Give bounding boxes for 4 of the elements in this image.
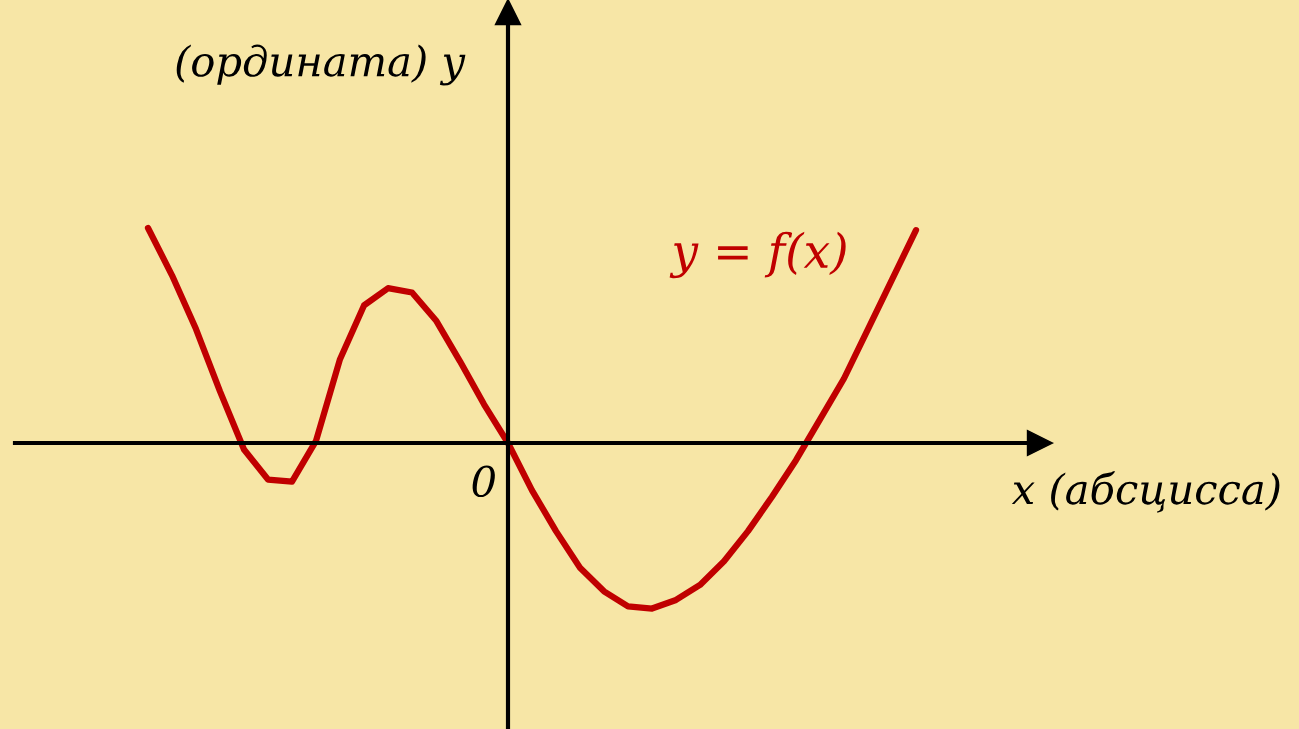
series-label: y = f(x)	[669, 231, 846, 279]
y-axis-title: (ордината) y	[176, 44, 466, 86]
annotation: 0	[472, 465, 495, 498]
x-axis-title: x (абсцисса)	[1011, 471, 1280, 513]
